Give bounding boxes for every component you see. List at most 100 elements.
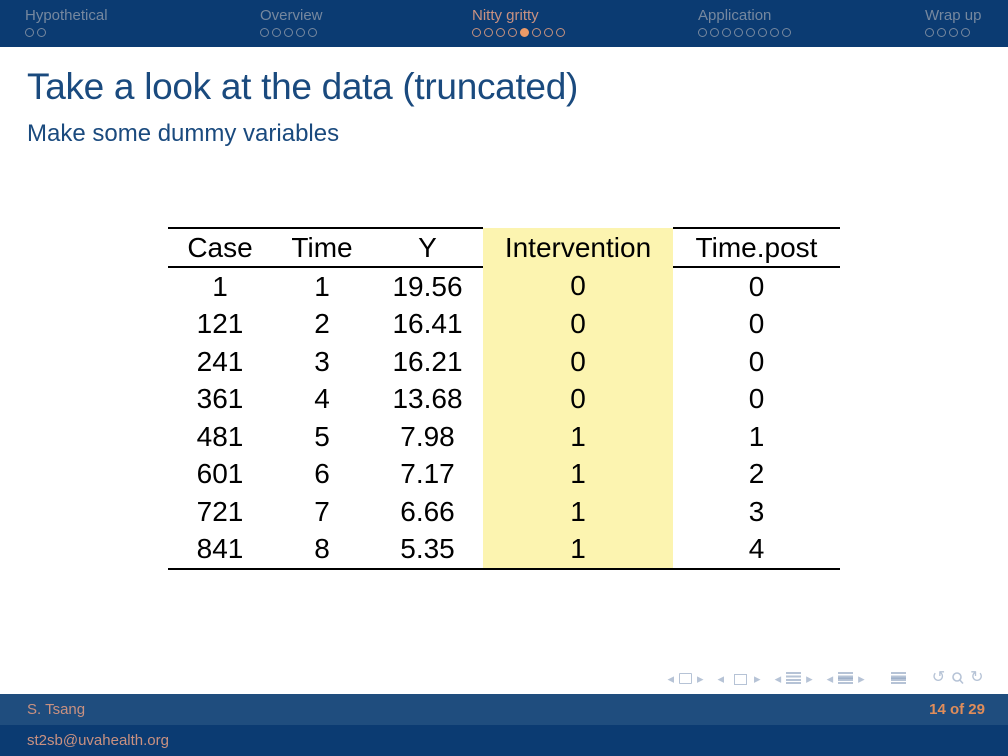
table-cell: 0 [483,267,673,306]
nav-group [888,672,908,684]
next-frame-arrow-icon-glyph: ▸ [754,670,761,686]
search-magnifier-icon-glyph [952,671,964,684]
column-header-y: Y [372,227,483,268]
slide-dot[interactable] [949,28,958,37]
prev-subsection-arrow-icon[interactable]: ◂ [775,672,782,685]
slide-dot[interactable] [284,28,293,37]
nav-group: ↺ ↻ [929,670,986,686]
overlay-frames-icon-glyph [730,670,748,685]
slide-frame-icon[interactable] [678,672,692,684]
next-frame-arrow-icon[interactable]: ▸ [754,672,761,685]
table-cell: 1 [483,418,673,456]
slide-dot[interactable] [296,28,305,37]
slide-dot[interactable] [472,28,481,37]
appendix-lines-icon-glyph [890,672,906,684]
overlay-frames-icon[interactable] [729,670,749,685]
section-label[interactable]: Application [698,7,772,24]
appendix-lines-icon[interactable] [890,672,906,684]
column-header-intervention: Intervention [483,228,673,267]
table-row: 841 8 5.35 1 4 [168,530,840,570]
search-magnifier-icon[interactable] [950,671,965,686]
table-cell: 1 [748,420,765,452]
slide-dot[interactable] [508,28,517,37]
slide-dot[interactable] [556,28,565,37]
slide-dot[interactable] [782,28,791,37]
table-row: 1 1 19.56 0 0 [168,267,840,306]
table-cell: 2 [748,458,765,490]
section-nav-application[interactable]: Application [698,7,794,38]
section-nav-hypothetical[interactable]: Hypothetical [25,7,108,38]
next-slide-arrow-icon[interactable]: ▸ [697,672,704,685]
history-back-icon[interactable]: ↺ [932,670,945,686]
table-cell: 3 [748,495,765,527]
footer-author-bar: S. Tsang 14 of 29 [0,694,1008,725]
table-cell: 7 [314,495,330,527]
section-nav-overview[interactable]: Overview [260,7,323,38]
prev-section-arrow-icon[interactable]: ◂ [827,672,834,685]
prev-slide-arrow-icon[interactable]: ◂ [667,672,674,685]
section-label[interactable]: Wrap up [925,7,982,24]
slide-dot[interactable] [937,28,946,37]
table-row: 721 7 6.66 1 3 [168,493,840,531]
slide-dot[interactable] [272,28,281,37]
slide-dot[interactable] [544,28,553,37]
section-label[interactable]: Hypothetical [25,7,108,24]
nav-group: ◂ ▸ [772,672,815,685]
table-cell: 7.98 [400,420,455,452]
section-nav-nitty-gritty[interactable]: Nitty gritty [472,7,568,38]
slide-dot[interactable] [308,28,317,37]
section-lines-icon[interactable] [838,672,854,684]
current-slide-dot[interactable] [520,28,529,37]
table-cell: 241 [196,345,244,377]
slide-dot[interactable] [734,28,743,37]
table-row: 361 4 13.68 0 0 [168,380,840,418]
table-cell: 361 [196,383,244,415]
table-row: 481 5 7.98 1 1 [168,418,840,456]
table-cell: 1 [483,455,673,493]
footer-email-bar: st2sb@uvahealth.org [0,725,1008,756]
next-section-arrow-icon[interactable]: ▸ [858,672,865,685]
section-label[interactable]: Overview [260,7,323,24]
table-cell: 7.17 [400,458,455,490]
table-row: 601 6 7.17 1 2 [168,455,840,493]
slide-dot[interactable] [758,28,767,37]
slide-dot[interactable] [25,28,34,37]
table-cell: 0 [483,343,673,381]
section-lines-icon-glyph [838,672,854,684]
next-subsection-arrow-icon[interactable]: ▸ [806,672,813,685]
table-body: 1 1 19.56 0 0 121 2 16.41 0 0 241 3 16.21 0 0 361 4 13.68… [168,267,840,570]
table-row: 121 2 16.41 0 0 [168,305,840,343]
section-slide-dots [698,28,794,38]
slide-dot[interactable] [496,28,505,37]
table-cell: 8 [272,530,372,570]
slide-dot[interactable] [37,28,46,37]
slide-dot[interactable] [698,28,707,37]
nav-group: ◂ ▸ [715,670,763,685]
column-header-time-post: Time.post [673,227,840,268]
slide-dot[interactable] [260,28,269,37]
section-nav-wrap-up[interactable]: Wrap up [925,7,981,38]
slide-dot[interactable] [925,28,934,37]
slide-dot[interactable] [746,28,755,37]
table-cell: 481 [196,420,244,452]
table-cell: 1 [483,493,673,531]
table-row: 241 3 16.21 0 0 [168,343,840,381]
footer-email: st2sb@uvahealth.org [27,732,169,749]
slide-dot[interactable] [484,28,493,37]
prev-section-arrow-icon-glyph: ◂ [826,670,834,686]
subsection-lines-icon[interactable] [786,672,802,684]
slide-dot[interactable] [961,28,970,37]
prev-frame-arrow-icon[interactable]: ◂ [718,672,725,685]
table-cell: 1 [314,270,330,302]
slide-dot[interactable] [722,28,731,37]
slide-dot[interactable] [770,28,779,37]
section-slide-dots [472,28,568,38]
slide-dot[interactable] [532,28,541,37]
section-label[interactable]: Nitty gritty [472,7,539,24]
table-cell: 0 [748,308,765,340]
history-forward-icon[interactable]: ↻ [970,670,983,686]
prev-frame-arrow-icon-glyph: ◂ [717,670,725,686]
table-cell: 0 [748,270,765,302]
slide-dot[interactable] [710,28,719,37]
table-cell: 0 [483,305,673,343]
